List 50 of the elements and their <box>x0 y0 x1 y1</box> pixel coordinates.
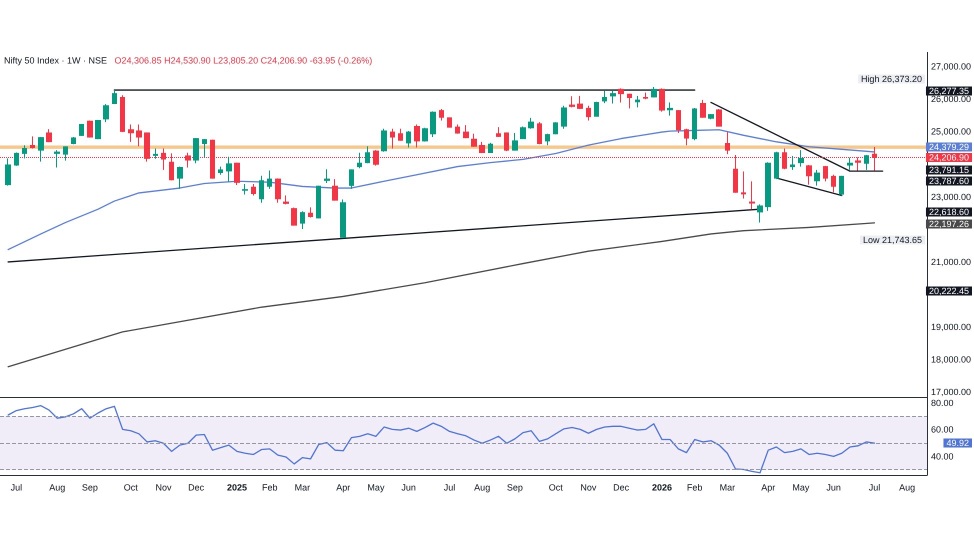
annotation: High 26,373.20 <box>860 74 922 84</box>
x-tick-label: May <box>367 482 385 492</box>
text: 20,222.45 <box>928 286 969 296</box>
y-tick-label: 17,000.00 <box>930 387 972 398</box>
x-tick-label: Sep <box>82 482 98 492</box>
text: 26,277.35 <box>928 86 969 96</box>
ref-line-label: 24,206.90 <box>928 152 969 163</box>
x-tick-label: Jul <box>868 482 880 492</box>
x-tick-label: Jul <box>10 482 22 492</box>
chart-subtitle: O24,306.85 H24,530.90 L23,805.20 C24,206.90 -63.95 (-0.26%) <box>114 56 372 66</box>
y-tick-label: 40.00 <box>931 451 954 462</box>
x-tick-label: Aug <box>899 482 916 492</box>
text: 49.92 <box>946 438 969 448</box>
x-tick-label: Oct <box>124 482 138 492</box>
y-tick-label: 18,000.00 <box>930 354 972 365</box>
x-tick-label: Jul <box>444 482 456 492</box>
y-tick-label: 19,000.00 <box>930 322 972 332</box>
text: 23,791.15 <box>928 165 969 175</box>
y-tick-label: 60.00 <box>931 424 954 435</box>
x-tick-label: Dec <box>188 482 205 492</box>
x-tick-label: Mar <box>720 482 736 492</box>
x-tick-label: Jun <box>826 482 841 492</box>
x-tick-label: Nov <box>580 482 597 492</box>
y-tick-label: 25,000.00 <box>930 126 972 137</box>
y-tick-label: 21,000.00 <box>930 256 972 267</box>
y-tick-label: 27,000.00 <box>930 62 972 72</box>
x-tick-label: Feb <box>686 482 702 492</box>
annotation: Low 21,743.65 <box>862 235 922 245</box>
x-tick-label: Aug <box>49 482 66 492</box>
x-tick-label: 2026 <box>652 482 672 492</box>
y-tick-label: 26,000.00 <box>930 94 972 104</box>
x-tick-label: Sep <box>506 482 523 492</box>
x-tick-label: Feb <box>262 482 278 492</box>
chart-title: Nifty 50 Index · 1W · NSE <box>4 56 108 66</box>
x-tick-label: Apr <box>761 482 776 492</box>
x-tick-label: Nov <box>155 482 172 492</box>
x-tick-label: Apr <box>336 482 350 492</box>
x-tick-label: May <box>792 482 810 492</box>
text: 22,197.26 <box>928 219 969 229</box>
text: 24,379.29 <box>928 142 969 152</box>
y-tick-label: 23,000.00 <box>930 192 972 202</box>
text: 22,618.60 <box>928 207 969 217</box>
x-tick-label: Aug <box>474 482 490 492</box>
x-tick-label: Jun <box>401 482 416 492</box>
x-tick-label: Mar <box>294 482 310 492</box>
text: 23,787.60 <box>928 176 969 186</box>
y-tick-label: 80.00 <box>931 398 954 408</box>
x-tick-label: Dec <box>613 482 630 492</box>
x-tick-label: Oct <box>548 482 564 492</box>
x-tick-label: 2025 <box>226 482 248 492</box>
